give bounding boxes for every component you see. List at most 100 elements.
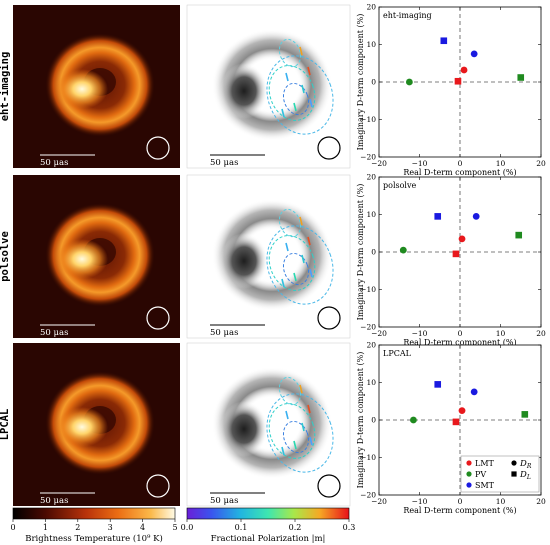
- beam-circle: [146, 474, 170, 498]
- y-tick-label: −20: [360, 153, 376, 162]
- x-axis-label: Real D-term component (%): [403, 338, 516, 347]
- y-tick-label: 10: [366, 210, 376, 219]
- point-pv-dl: [521, 411, 529, 418]
- y-tick-label: 20: [366, 3, 376, 12]
- colorbar-gradient: [186, 507, 350, 520]
- y-tick-label: −10: [360, 115, 376, 124]
- x-tick-label: −10: [412, 497, 428, 506]
- method-label: eht-imaging: [0, 52, 11, 122]
- x-tick-label: 20: [536, 497, 546, 506]
- legend-subscript: R: [526, 463, 532, 470]
- evpa-tick: [307, 236, 311, 246]
- point-lmt-dr: [458, 407, 466, 415]
- evpa-tick: [293, 272, 297, 282]
- legend-label-dl: DL: [519, 470, 531, 481]
- point-smt-dl: [434, 213, 442, 220]
- legend-subscript: L: [526, 474, 531, 481]
- pol-intensity-blob: [220, 401, 268, 457]
- polarization-image-LPCAL: 50 μas: [186, 342, 351, 507]
- point-pv-dl: [517, 74, 525, 81]
- pol-intensity-blob: [220, 233, 268, 289]
- chart-annotation: LPCAL: [383, 349, 412, 358]
- x-axis-label: Real D-term component (%): [403, 506, 516, 515]
- y-tick-label: −10: [360, 453, 376, 462]
- colorbar-label: Brightness Temperature (10⁹ K): [25, 533, 163, 544]
- colorbar-tick-label: 0.1: [235, 523, 248, 532]
- colorbar-polarization: 0.0 0.1 0.2 0.3 Fractional Polarization |m|: [181, 507, 355, 544]
- beam-circle: [317, 306, 341, 330]
- y-tick-label: 20: [366, 341, 376, 350]
- x-tick-label: −20: [371, 329, 387, 338]
- pol-contour: [268, 235, 316, 291]
- pol-contour: [268, 403, 316, 459]
- x-tick-label: −10: [412, 159, 428, 168]
- scalebar-label: 50 μas: [40, 158, 68, 168]
- pol-contour: [266, 225, 334, 305]
- colorbar-tick-label: 3: [108, 523, 113, 532]
- colorbar-tick-label: 5: [172, 523, 177, 532]
- evpa-tick: [285, 410, 289, 420]
- point-pv-dr: [405, 78, 413, 86]
- point-lmt-dl: [454, 77, 462, 85]
- pol-contour: [278, 38, 302, 68]
- evpa-tick: [293, 440, 297, 450]
- polarization-image-eht-imaging: 50 μas: [186, 4, 351, 169]
- legend-frame: [460, 455, 540, 493]
- pol-contour: [278, 376, 302, 406]
- legend-marker-lmt: [466, 460, 472, 466]
- pol-contour: [278, 208, 302, 238]
- x-tick-label: 10: [496, 497, 506, 506]
- point-pv-dr: [410, 416, 417, 424]
- pol-intensity-blob: [220, 63, 268, 119]
- colorbar-tick-label: 0.2: [289, 523, 302, 532]
- legend-label-dr: DR: [519, 459, 532, 470]
- y-axis-label: Imaginary D-term component (%): [356, 352, 365, 489]
- evpa-tick: [301, 422, 305, 432]
- y-axis-label: Imaginary D-term component (%): [356, 184, 365, 321]
- colorbar-tick-label: 0.0: [181, 523, 194, 532]
- pol-contour: [268, 65, 316, 121]
- colorbar-brightness: 0 1 2 3 4 5 Brightness Temperature (10⁹ K): [10, 507, 178, 544]
- y-tick-label: 10: [366, 40, 376, 49]
- x-axis-label: Real D-term component (%): [403, 168, 516, 177]
- evpa-tick: [281, 278, 285, 288]
- scalebar-label: 50 μas: [210, 496, 238, 506]
- y-tick-label: −20: [360, 491, 376, 500]
- scalebar-label: 50 μas: [210, 158, 238, 168]
- evpa-tick: [299, 216, 303, 226]
- point-lmt-dl: [452, 250, 460, 258]
- pol-contour: [282, 252, 310, 286]
- beam-circle: [317, 474, 341, 498]
- legend-marker-dl: [511, 471, 517, 477]
- pol-contour: [282, 82, 310, 116]
- brightness-image-LPCAL: 50 μas LPCAL: [0, 343, 180, 506]
- beam-circle: [146, 306, 170, 330]
- brightness-image-eht-imaging: 50 μas eht-imaging: [0, 5, 180, 168]
- dterm-chart-LPCAL: −20−20 −10 −10 0 0 10 10 20 20 Real D-term compon…: [356, 341, 546, 516]
- evpa-tick: [293, 102, 297, 112]
- y-axis-label: Imaginary D-term component (%): [356, 14, 365, 151]
- chart-annotation: eht-imaging: [383, 11, 432, 20]
- polarization-image-polsolve: 50 μas: [186, 174, 351, 339]
- method-label: polsolve: [0, 231, 11, 282]
- beam-circle: [317, 136, 341, 160]
- legend-marker-smt: [466, 482, 472, 488]
- evpa-tick: [285, 242, 289, 252]
- x-tick-label: 0: [458, 497, 463, 506]
- point-smt-dr: [472, 212, 480, 220]
- scalebar-label: 50 μas: [40, 496, 68, 506]
- point-lmt-dr: [458, 235, 466, 243]
- beam-circle: [146, 136, 170, 160]
- evpa-tick: [309, 98, 313, 108]
- point-smt-dr: [470, 388, 478, 396]
- y-tick-label: −20: [360, 323, 376, 332]
- scalebar-label: 50 μas: [40, 328, 68, 338]
- evpa-tick: [299, 384, 303, 394]
- evpa-tick: [307, 66, 311, 76]
- point-smt-dr: [470, 50, 478, 58]
- colorbar-label: Fractional Polarization |m|: [211, 534, 326, 544]
- evpa-tick: [299, 46, 303, 56]
- evpa-tick: [309, 436, 313, 446]
- pol-contour: [266, 55, 334, 135]
